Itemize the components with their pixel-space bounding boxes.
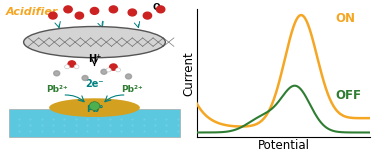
Circle shape bbox=[116, 68, 121, 72]
Circle shape bbox=[101, 69, 107, 74]
Text: O₂: O₂ bbox=[153, 3, 165, 12]
Text: H⁺: H⁺ bbox=[88, 54, 101, 64]
Polygon shape bbox=[9, 109, 180, 137]
Ellipse shape bbox=[23, 27, 166, 58]
Circle shape bbox=[90, 7, 99, 14]
Circle shape bbox=[49, 12, 57, 19]
Circle shape bbox=[65, 65, 70, 69]
Circle shape bbox=[64, 6, 72, 13]
Circle shape bbox=[89, 102, 100, 110]
Text: Pb²⁺: Pb²⁺ bbox=[46, 85, 68, 94]
Text: 2e⁻: 2e⁻ bbox=[85, 79, 104, 89]
Circle shape bbox=[54, 71, 60, 76]
Circle shape bbox=[143, 12, 152, 19]
X-axis label: Potential: Potential bbox=[257, 139, 310, 152]
Circle shape bbox=[110, 64, 117, 70]
Text: OFF: OFF bbox=[336, 89, 362, 102]
Circle shape bbox=[68, 61, 76, 67]
Text: Pb°: Pb° bbox=[86, 105, 103, 114]
Circle shape bbox=[109, 6, 118, 13]
Circle shape bbox=[128, 9, 136, 16]
Circle shape bbox=[156, 6, 165, 13]
Circle shape bbox=[82, 76, 88, 80]
Circle shape bbox=[75, 12, 84, 19]
Circle shape bbox=[125, 74, 132, 79]
Text: Pb²⁺: Pb²⁺ bbox=[121, 85, 143, 94]
Ellipse shape bbox=[49, 98, 140, 117]
Y-axis label: Current: Current bbox=[182, 51, 195, 96]
Circle shape bbox=[106, 68, 111, 72]
Text: Acidifier: Acidifier bbox=[6, 7, 58, 17]
Text: ON: ON bbox=[336, 12, 356, 25]
Circle shape bbox=[74, 65, 79, 69]
